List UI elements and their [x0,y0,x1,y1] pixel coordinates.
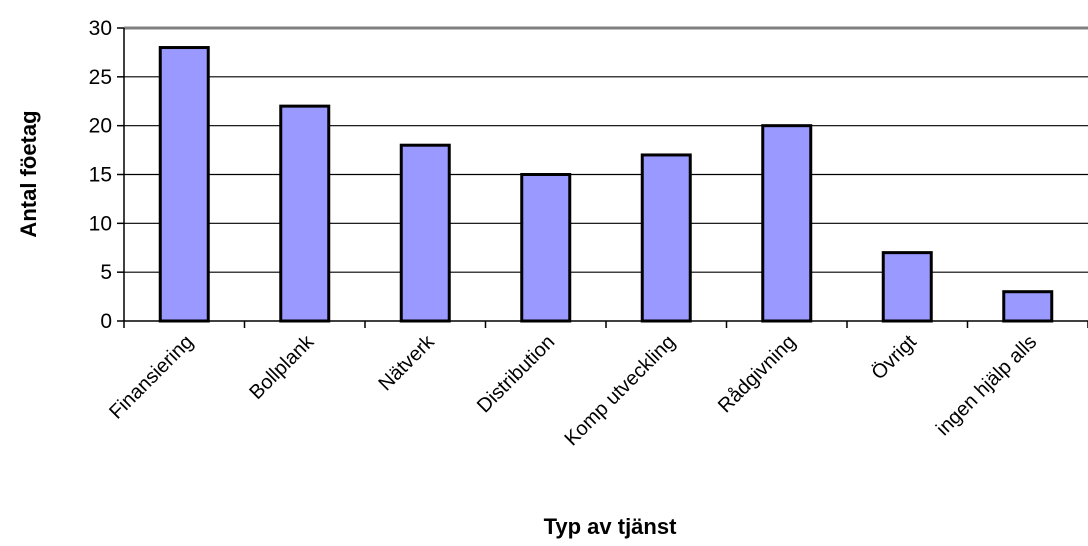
bar [279,104,331,323]
x-category-label: Distribution [473,331,559,417]
bar [881,251,933,323]
gridlines [124,26,1088,273]
bar [158,46,210,323]
bar [1002,290,1054,323]
y-tick-labels: 0 5 10 15 20 25 30 [89,17,112,333]
bar [399,143,451,323]
y-tick-label: 30 [89,17,112,40]
bar [761,124,813,323]
axes [117,27,1088,328]
x-axis-title: Typ av tjänst [544,514,678,539]
bars [158,46,1054,323]
y-tick-label: 0 [100,310,112,333]
y-tick-label: 15 [89,164,112,187]
bar [520,173,572,323]
x-category-label: Rådgivning [714,331,800,417]
x-category-label: Bollplank [245,330,319,404]
y-axis-title: Antal föetag [16,110,41,237]
x-category-label: Övrigt [868,331,922,385]
bar [640,153,692,323]
y-tick-label: 10 [89,212,112,235]
x-category-label: Nätverk [375,330,440,395]
y-tick-label: 20 [89,115,112,138]
y-tick-label: 25 [89,66,112,89]
x-category-label: Finansiering [105,331,198,424]
x-category-label: ingen hjälp alls [932,331,1041,440]
x-category-label: Komp utveckling [560,331,679,450]
x-category-labels: Finansiering Bollplank Nätverk Distribution… [105,330,1041,450]
y-tick-label: 5 [100,261,112,284]
